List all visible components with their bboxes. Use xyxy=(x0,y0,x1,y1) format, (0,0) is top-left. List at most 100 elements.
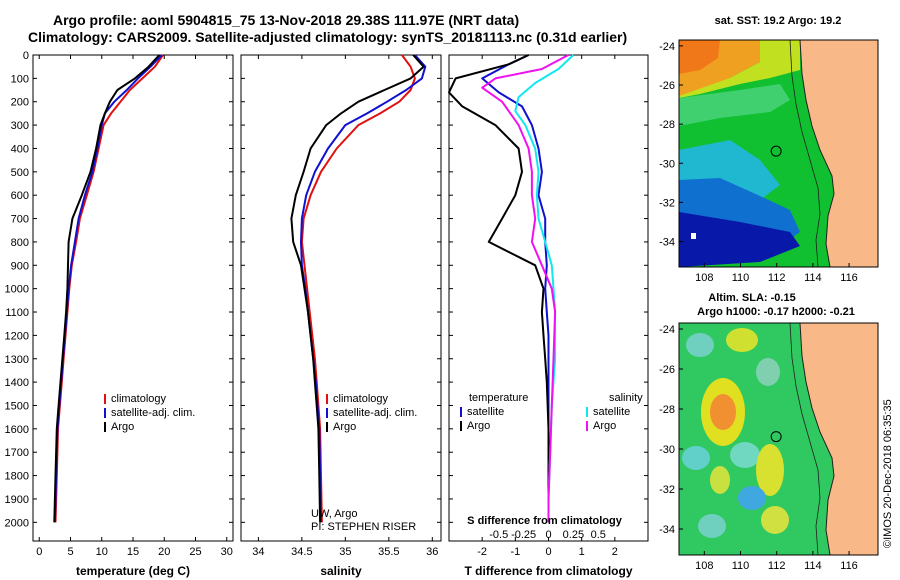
map-ytick-label: -24 xyxy=(659,324,675,336)
sst-map: sat. SST: 19.2 Argo: 19.2 -24 -26 -28 -30 -3… xyxy=(659,15,879,284)
map-xtick-label: 108 xyxy=(695,272,713,284)
difference-series-t-satellite xyxy=(481,54,550,523)
difference-legend-label-right: satellite xyxy=(593,406,630,418)
sst-coldest-region xyxy=(679,212,800,267)
map-xtick-label: 114 xyxy=(804,560,822,572)
depth-tick-label: 900 xyxy=(11,260,29,272)
depth-tick-label: 1800 xyxy=(5,471,29,483)
difference-salinity-tick-label: 0.25 xyxy=(563,529,584,541)
difference-xtick-label: 1 xyxy=(579,546,585,558)
map-xtick-label: 110 xyxy=(732,560,750,572)
salinity-annotation: UW, Argo xyxy=(311,508,357,520)
sla-blob xyxy=(698,514,726,538)
sla-float-marker xyxy=(770,431,782,443)
depth-tick-label: 1100 xyxy=(5,307,29,319)
difference-xtick-label: 2 xyxy=(612,546,618,558)
difference-panel: -2 -1 0 1 2 T difference from climatology temp… xyxy=(448,54,649,578)
temperature-xtick-label: 25 xyxy=(189,546,201,558)
sst-map-frame xyxy=(678,39,879,268)
sla-axes: -24 -26 -28 -30 -32 -34 108 110 112 114 116 xyxy=(659,324,858,572)
header-line-2: Climatology: CARS2009. Satellite-adjuste… xyxy=(28,29,627,45)
difference-salinity-tick-label: -0.5 xyxy=(489,529,508,541)
map-xtick-label: 116 xyxy=(840,272,858,284)
map-ytick-label: -26 xyxy=(659,80,675,92)
sla-blob xyxy=(710,394,736,430)
map-ytick-label: -28 xyxy=(659,119,675,131)
sla-map-title-1: Altim. SLA: -0.15 xyxy=(708,292,795,304)
sst-data-gap xyxy=(691,233,696,239)
sst-warmest-region xyxy=(679,40,720,74)
temperature-xlabel: temperature (deg C) xyxy=(76,564,190,578)
depth-tick-label: 1400 xyxy=(5,377,29,389)
difference-xtick-label: -2 xyxy=(477,546,487,558)
map-ytick-label: -28 xyxy=(659,404,675,416)
map-ytick-label: -26 xyxy=(659,364,675,376)
sla-blob xyxy=(710,466,730,494)
difference-salinity-tick-label: -0.25 xyxy=(511,529,536,541)
map-ytick-label: -30 xyxy=(659,158,675,170)
sst-isobath xyxy=(789,40,821,267)
sst-mid-region xyxy=(679,84,790,126)
salinity-legend-label: Argo xyxy=(333,421,356,433)
sla-blob xyxy=(686,333,714,357)
depth-tick-label: 500 xyxy=(11,167,29,179)
sla-blob xyxy=(738,486,766,510)
map-ytick-label: -30 xyxy=(659,444,675,456)
map-ytick-label: -34 xyxy=(659,524,675,536)
map-xtick-label: 112 xyxy=(768,272,786,284)
temperature-series-argo xyxy=(53,54,161,523)
sst-float-marker xyxy=(770,145,782,157)
depth-tick-label: 2000 xyxy=(5,517,29,529)
salinity-series-argo xyxy=(290,54,425,523)
sla-blob xyxy=(730,442,760,468)
difference-legend-label-left: satellite xyxy=(467,406,504,418)
map-xtick-label: 114 xyxy=(804,272,822,284)
sla-blob xyxy=(726,328,758,352)
salinity-xtick-label: 36 xyxy=(426,546,438,558)
difference-salinity-tick-label: 0.5 xyxy=(591,529,606,541)
salinity-legend-label: satellite-adj. clim. xyxy=(333,407,417,419)
difference-legend-title-right: salinity xyxy=(609,392,643,404)
sla-blob xyxy=(756,444,784,496)
depth-tick-label: 800 xyxy=(11,237,29,249)
depth-tick-label: 100 xyxy=(11,73,29,85)
difference-xtick-label: 0 xyxy=(545,546,551,558)
depth-tick-label: 300 xyxy=(11,120,29,132)
sla-blob xyxy=(761,506,789,534)
sla-land xyxy=(800,323,878,555)
map-ytick-label: -34 xyxy=(659,237,675,249)
depth-tick-label: 1200 xyxy=(5,330,29,342)
difference-legend-label-left: Argo xyxy=(467,420,490,432)
temperature-xtick-label: 0 xyxy=(36,546,42,558)
map-xtick-label: 110 xyxy=(732,272,750,284)
salinity-xtick-label: 34.5 xyxy=(291,546,312,558)
difference-xlabel-salinity: S difference from climatology xyxy=(467,515,623,527)
temperature-panel: 0100200300400500600700800900100011001200… xyxy=(5,50,234,578)
salinity-annotation: PI: STEPHEN RISER xyxy=(311,521,416,533)
temperature-xtick-label: 15 xyxy=(127,546,139,558)
sla-map-frame xyxy=(678,322,879,556)
salinity-panel: 34 34.5 35 35.5 36 salinity climatology satelli… xyxy=(240,54,442,578)
salinity-frame xyxy=(240,54,442,542)
depth-tick-label: 0 xyxy=(23,50,29,62)
difference-series-t-argo xyxy=(448,54,550,523)
sst-land xyxy=(800,40,878,267)
temperature-frame xyxy=(32,54,234,542)
map-xtick-label: 112 xyxy=(768,560,786,572)
map-ytick-label: -32 xyxy=(659,484,675,496)
sla-map: Altim. SLA: -0.15 Argo h1000: -0.17 h200… xyxy=(659,292,879,572)
difference-legend-label-right: Argo xyxy=(593,420,616,432)
sst-yellow-band xyxy=(679,40,800,98)
difference-xtick-label: -1 xyxy=(510,546,520,558)
depth-tick-label: 1700 xyxy=(5,447,29,459)
salinity-legend-label: climatology xyxy=(333,393,389,405)
salinity-xlabel: salinity xyxy=(320,564,362,578)
difference-legend-title-left: temperature xyxy=(469,392,528,404)
sla-blob xyxy=(756,358,780,386)
sla-map-title-2: Argo h1000: -0.17 h2000: -0.21 xyxy=(697,306,855,318)
sla-coastline xyxy=(799,323,835,555)
temperature-legend-label: Argo xyxy=(111,421,134,433)
depth-tick-label: 200 xyxy=(11,97,29,109)
